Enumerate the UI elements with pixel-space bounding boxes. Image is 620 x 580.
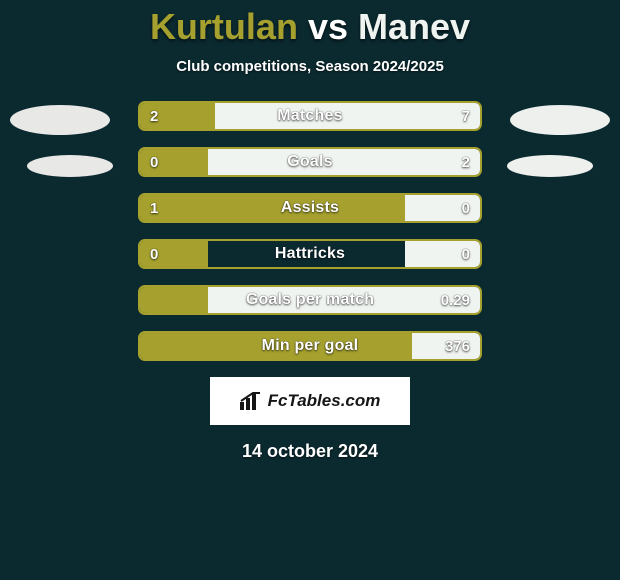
stat-label: Assists [140,195,480,221]
branding-badge: FcTables.com [210,377,410,425]
stat-label: Goals [140,149,480,175]
branding-logo-icon [240,392,262,410]
player2-avatar-icon [510,105,610,135]
stat-label: Goals per match [140,287,480,313]
stat-bars-container: 27Matches 02Goals 10Assists 00Hattricks 0.29… [138,101,482,361]
player2-club-icon [507,155,593,177]
player1-name: Kurtulan [150,6,298,47]
stat-label: Matches [140,103,480,129]
player1-club-icon [27,155,113,177]
stat-row: 02Goals [138,147,482,177]
stat-row: 376Min per goal [138,331,482,361]
stat-row: 00Hattricks [138,239,482,269]
subtitle: Club competitions, Season 2024/2025 [0,58,620,75]
stat-row: 27Matches [138,101,482,131]
comparison-title: Kurtulan vs Manev [0,0,620,48]
stat-row: 0.29Goals per match [138,285,482,315]
stat-row: 10Assists [138,193,482,223]
vs-separator: vs [308,6,348,47]
comparison-stage: 27Matches 02Goals 10Assists 00Hattricks 0.29… [0,101,620,361]
stat-label: Hattricks [140,241,480,267]
branding-text: FcTables.com [268,391,381,411]
stat-label: Min per goal [140,333,480,359]
player1-avatar-icon [10,105,110,135]
date-stamp: 14 october 2024 [0,441,620,462]
player2-name: Manev [358,6,470,47]
